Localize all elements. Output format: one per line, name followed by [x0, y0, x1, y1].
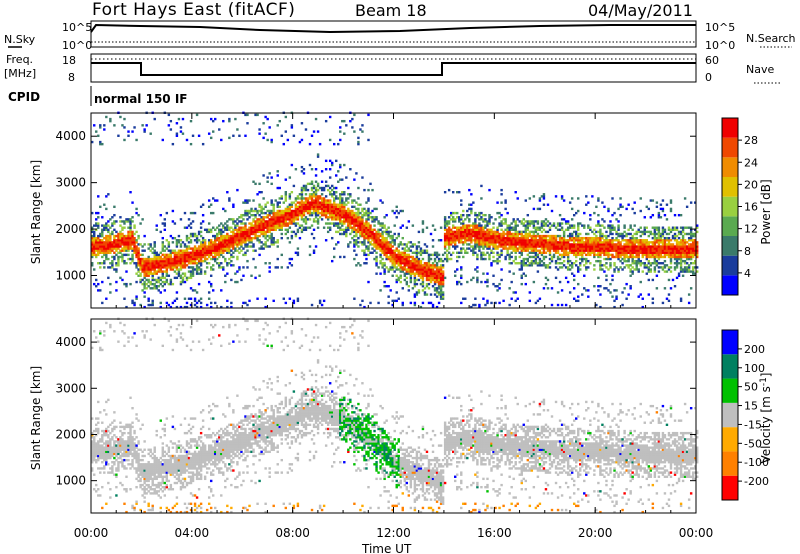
station-title: Fort Hays East (fitACF)	[92, 0, 296, 20]
nave-tick-top: 60	[705, 54, 719, 67]
velocity-colorbar-segment	[722, 354, 738, 379]
velocity-ytick: 2000	[55, 427, 86, 441]
velocity-colorbar-tick: -50	[744, 437, 762, 450]
xaxis-tick: 16:00	[477, 526, 512, 540]
power-colorbar-segment	[722, 157, 738, 177]
power-ytick: 2000	[55, 222, 86, 236]
nsearch-tick-bottom: 10^0	[705, 39, 735, 52]
power-colorbar-tick: 12	[744, 223, 758, 236]
power-ytick: 3000	[55, 176, 86, 190]
velocity-colorbar-tick: 100	[744, 362, 765, 375]
beam-title: Beam 18	[355, 1, 427, 20]
velocity-colorbar-segment	[722, 378, 738, 403]
power-ylabel: Slant Range [km]	[29, 160, 43, 264]
freq-tick-bottom: 8	[68, 71, 75, 84]
xaxis-tick: 00:00	[679, 526, 714, 540]
power-colorbar-segment	[722, 236, 738, 256]
xaxis-label: Time UT	[361, 542, 412, 554]
velocity-colorbar-tick: 200	[744, 343, 765, 356]
velocity-ylabel: Slant Range [km]	[29, 366, 43, 470]
xaxis-tick: 00:00	[74, 526, 109, 540]
velocity-colorbar-segment	[722, 330, 738, 355]
power-colorbar-segment	[722, 196, 738, 217]
freq-unit: [MHz]	[4, 67, 36, 80]
power-colorbar-tick: 16	[744, 201, 758, 214]
power-colorbar-label: Power [dB]	[759, 179, 773, 244]
nsky-tick-bottom: 10^0	[62, 39, 92, 52]
power-colorbar-segment	[722, 137, 738, 158]
velocity-colorbar-tick: -100	[744, 456, 769, 469]
freq-tick-top: 18	[62, 54, 76, 67]
power-colorbar-segment	[722, 275, 738, 295]
power-colorbar-tick: 20	[744, 178, 758, 191]
power-colorbar-tick: 8	[744, 245, 751, 258]
velocity-colorbar-tick: 15	[744, 400, 758, 413]
xaxis-tick: 12:00	[376, 526, 411, 540]
power-ytick: 4000	[55, 129, 86, 143]
xaxis-tick: 08:00	[275, 526, 310, 540]
velocity-colorbar-label: Velocity [m s-1]	[759, 373, 773, 464]
date-title: 04/May/2011	[588, 1, 693, 20]
velocity-colorbar-tick: -200	[744, 475, 769, 488]
velocity-colorbar-segment	[722, 427, 738, 452]
velocity-colorbar-segment	[722, 475, 738, 500]
velocity-colorbar-segment	[722, 402, 738, 428]
freq-label: Freq.	[6, 53, 33, 66]
xaxis-tick: 04:00	[175, 526, 210, 540]
velocity-ytick: 1000	[55, 474, 86, 488]
nsearch-label: N.Search	[746, 32, 796, 45]
nsky-tick-top: 10^5	[62, 21, 92, 34]
nsearch-tick-top: 10^5	[705, 21, 735, 34]
nave-label: Nave	[746, 63, 774, 76]
nave-tick-bottom: 0	[705, 71, 712, 84]
power-colorbar-tick: 4	[744, 267, 751, 280]
power-colorbar-segment	[722, 118, 738, 138]
velocity-panel: 1000 2000 3000 4000 Slant Range [km] -200 -1…	[29, 317, 773, 514]
freq-panel: Freq. [MHz] 18 8 60 0 Nave CPID normal 1…	[4, 53, 780, 106]
cpid-value: normal 150 IF	[94, 92, 188, 106]
power-colorbar-tick: 24	[744, 156, 758, 169]
power-colorbar-tick: 28	[744, 134, 758, 147]
power-colorbar-segment	[722, 255, 738, 276]
velocity-colorbar-segment	[722, 451, 738, 476]
velocity-colorbar-tick: 50	[744, 381, 758, 394]
velocity-ytick: 3000	[55, 381, 86, 395]
power-colorbar-segment	[722, 177, 738, 197]
nsky-panel: N.Sky 10^5 10^0 10^5 10^0 N.Search	[4, 20, 796, 52]
velocity-ytick: 4000	[55, 335, 86, 349]
power-panel: 1000 2000 3000 4000 Slant Range [km] 4 8 12 16…	[29, 111, 773, 309]
velocity-colorbar-tick: -15	[744, 418, 762, 431]
cpid-label: CPID	[8, 90, 40, 104]
xaxis-tick: 20:00	[578, 526, 613, 540]
power-ytick: 1000	[55, 269, 86, 283]
nsky-label: N.Sky	[4, 33, 36, 46]
power-colorbar-segment	[722, 216, 738, 236]
